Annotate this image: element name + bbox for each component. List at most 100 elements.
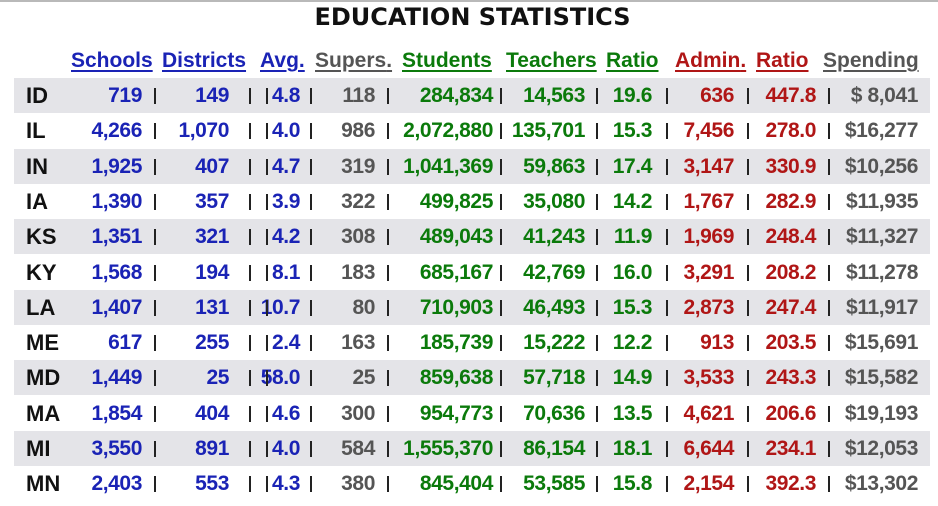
- table-row: MD 1,449 25 58.0 25 859,638 57,718 14.9 3,533 243…: [0, 360, 938, 395]
- cell-spending: $11,327: [846, 225, 918, 249]
- cell-ratio1: 13.5: [612, 401, 653, 425]
- column-separator: [747, 335, 749, 352]
- cell-districts: 194: [195, 260, 229, 284]
- cell-admin: 1,767: [683, 189, 734, 213]
- cell-spending: $16,277: [844, 119, 919, 143]
- column-separator: [747, 370, 749, 387]
- cell-avg: 4.0: [272, 437, 300, 460]
- column-separator: [249, 335, 251, 352]
- cell-ratio2: 234.1: [765, 437, 816, 460]
- column-separator: [154, 88, 156, 104]
- column-separator: [154, 299, 156, 316]
- column-separator: [596, 441, 598, 457]
- cell-schools: 4,266: [91, 119, 142, 143]
- cell-spending: $15,582: [844, 366, 919, 390]
- cell-supers: 25: [352, 366, 375, 390]
- cell-districts: 891: [195, 437, 229, 460]
- cell-supers: 380: [341, 472, 375, 496]
- table-row: MA 1,854 404 4.6 300 954,773 70,636 13.5 4,621 20…: [0, 396, 938, 431]
- column-separator: [249, 405, 251, 422]
- column-separator: [596, 476, 598, 493]
- column-separator: [828, 158, 830, 175]
- column-separator: [596, 88, 598, 104]
- column-separator: [310, 335, 312, 352]
- cell-students: 2,072,880: [403, 119, 493, 143]
- cell-supers: 584: [341, 437, 375, 460]
- cell-avg: 4.3: [272, 472, 300, 496]
- cell-ratio2: 282.9: [765, 189, 816, 213]
- column-separator: [596, 158, 598, 175]
- cell-teachers: 59,863: [523, 154, 585, 178]
- cell-avg: 4.7: [272, 154, 300, 178]
- cell-spending: $11,917: [846, 295, 918, 319]
- column-separator: [596, 370, 598, 387]
- cell-admin: 3,533: [683, 366, 734, 390]
- cell-supers: 163: [341, 331, 375, 355]
- cell-spending: $10,256: [844, 154, 919, 178]
- column-separator: [596, 405, 598, 422]
- cell-schools: 719: [108, 84, 142, 107]
- column-separator: [266, 299, 268, 316]
- column-separator: [666, 229, 668, 246]
- row-stripe: [14, 78, 930, 113]
- cell-ratio2: 447.8: [765, 84, 816, 107]
- column-separator: [387, 88, 389, 104]
- cell-teachers: 86,154: [523, 437, 585, 460]
- column-separator: [266, 229, 268, 246]
- column-separator: [310, 441, 312, 457]
- cell-state: MI: [26, 436, 51, 461]
- cell-ratio1: 18.1: [612, 437, 653, 460]
- cell-schools: 1,568: [91, 260, 142, 284]
- column-separator: [266, 441, 268, 457]
- cell-students: 1,041,369: [403, 154, 493, 178]
- column-separator: [266, 335, 268, 352]
- column-separator: [596, 335, 598, 352]
- cell-schools: 1,390: [91, 189, 142, 213]
- column-separator: [310, 158, 312, 175]
- cell-avg: 3.9: [272, 189, 300, 213]
- cell-ratio2: 243.3: [765, 366, 816, 390]
- cell-teachers: 57,718: [523, 366, 585, 390]
- header-supers-label: Supers: [315, 49, 387, 72]
- column-separator: [266, 370, 268, 387]
- cell-schools: 2,403: [91, 472, 142, 496]
- cell-ratio1: 19.6: [612, 84, 653, 107]
- column-separator: [310, 370, 312, 387]
- cell-state: KY: [26, 259, 57, 285]
- cell-districts: 149: [195, 84, 229, 107]
- cell-ratio1: 15.3: [612, 119, 653, 143]
- column-separator: [266, 123, 268, 140]
- cell-admin: 1,969: [683, 225, 734, 249]
- cell-avg: 2.4: [272, 331, 300, 355]
- column-separator: [310, 193, 312, 210]
- column-separator: [747, 476, 749, 493]
- cell-schools: 1,925: [91, 154, 142, 178]
- cell-spending: $11,935: [846, 189, 918, 213]
- cell-state: ID: [26, 83, 48, 108]
- cell-supers: 183: [341, 260, 375, 284]
- column-separator: [249, 370, 251, 387]
- column-separator: [310, 299, 312, 316]
- table-row: LA 1,407 131 10.7 80 710,903 46,493 15.3 2,873 24…: [0, 290, 938, 325]
- column-separator: [249, 88, 251, 104]
- cell-students: 845,404: [419, 472, 494, 496]
- cell-admin: 3,291: [683, 260, 734, 284]
- column-separator: [596, 299, 598, 316]
- column-separator: [747, 229, 749, 246]
- cell-state: IN: [26, 153, 48, 179]
- header-admin-label: Admin: [675, 49, 741, 72]
- column-separator: [310, 476, 312, 493]
- table-row: IA 1,390 357 3.9 322 499,825 35,080 14.2 1,767 28…: [0, 184, 938, 219]
- cell-students: 185,739: [419, 331, 494, 355]
- cell-state: LA: [26, 294, 56, 320]
- cell-ratio2: 248.4: [765, 225, 816, 249]
- column-separator: [596, 264, 598, 281]
- column-separator: [154, 405, 156, 422]
- column-separator: [500, 441, 502, 457]
- column-separator: [500, 123, 502, 140]
- column-separator: [666, 335, 668, 352]
- column-separator: [266, 193, 268, 210]
- header-teachers: Teachers: [506, 49, 597, 72]
- cell-ratio1: 15.8: [612, 472, 653, 496]
- table-row: IL 4,266 1,070 4.0 986 2,072,880 135,701 15.3 7,…: [0, 113, 938, 148]
